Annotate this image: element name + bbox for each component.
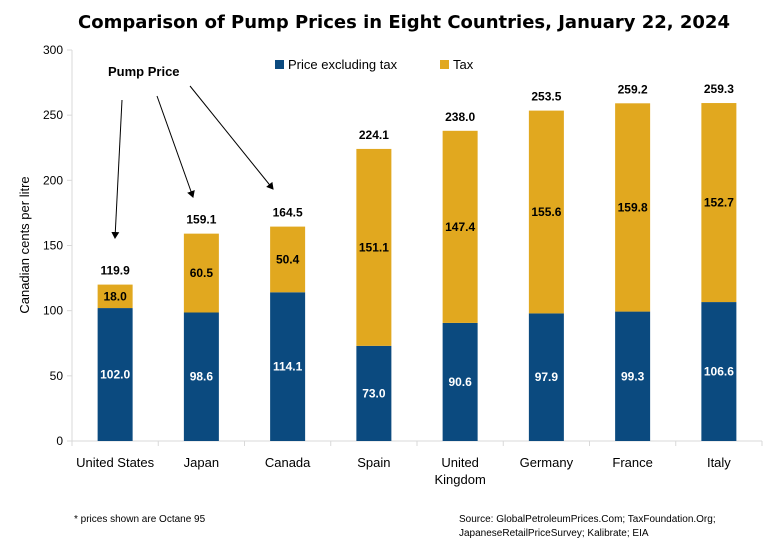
data-label-price-excluding-tax: 106.6 [704, 365, 734, 379]
chart-title: Comparison of Pump Prices in Eight Count… [78, 12, 730, 33]
legend-swatch-price-excluding-tax [275, 60, 284, 69]
bar-tax [356, 148, 392, 346]
bar-tax [270, 226, 306, 293]
data-label-price-excluding-tax: 90.6 [448, 375, 472, 389]
bar-tax [701, 103, 737, 303]
bar-price-excluding-tax [615, 311, 651, 441]
annotation-arrow-japan [156, 95, 195, 198]
y-tick-label: 100 [43, 304, 63, 318]
legend-label-tax: Tax [453, 57, 474, 72]
bar-tax [528, 110, 564, 314]
data-label-tax: 151.1 [359, 240, 389, 254]
footnote-source-line-1: Source: GlobalPetroleumPrices.Com; TaxFo… [459, 514, 716, 525]
data-label-price-excluding-tax: 97.9 [535, 370, 559, 384]
x-tick-label: Japan [184, 455, 219, 470]
bar-price-excluding-tax [97, 308, 133, 441]
bar-price-excluding-tax [528, 313, 564, 441]
footnote-source-line-2: JapaneseRetailPriceSurvey; Kalibrate; EI… [459, 528, 649, 539]
x-tick-label: Italy [707, 455, 731, 470]
footnote-source: Source: GlobalPetroleumPrices.Com; TaxFo… [459, 513, 759, 541]
y-tick-label: 200 [43, 173, 63, 187]
bar-tax [615, 103, 651, 312]
y-tick-label: 250 [43, 108, 63, 122]
data-label-tax: 18.0 [103, 289, 127, 303]
y-tick-label: 50 [50, 369, 64, 383]
data-label-tax: 155.6 [531, 205, 561, 219]
axes: 0 50 100 150 200 250 300 United States Japan Cana… [43, 43, 763, 487]
data-label-total: 164.5 [273, 206, 303, 220]
data-label-tax: 60.5 [190, 266, 214, 280]
data-label-total: 259.2 [618, 82, 648, 96]
data-label-price-excluding-tax: 73.0 [362, 386, 386, 400]
x-tick-label: Kingdom [434, 472, 485, 487]
x-tick-label: Canada [265, 455, 311, 470]
y-tick-label: 300 [43, 43, 63, 57]
bar-price-excluding-tax [270, 292, 306, 441]
data-label-total: 259.3 [704, 82, 734, 96]
legend: Price excluding tax Tax [275, 57, 474, 72]
footnote-octane: * prices shown are Octane 95 [74, 514, 206, 525]
bar-price-excluding-tax [356, 345, 392, 441]
bar-tax [97, 284, 133, 309]
annotation-arrow-united-states [111, 99, 123, 239]
annotation-label: Pump Price [108, 64, 180, 79]
pump-price-annotation: Pump Price [108, 64, 274, 239]
y-axis-label: Canadian cents per litre [17, 176, 32, 313]
data-label-total: 119.9 [100, 264, 130, 278]
x-tick-label: United States [76, 455, 155, 470]
data-label-price-excluding-tax: 99.3 [621, 369, 645, 383]
x-tick-label: France [612, 455, 652, 470]
data-label-price-excluding-tax: 98.6 [190, 370, 214, 384]
x-tick-label: Germany [520, 455, 574, 470]
legend-swatch-tax [440, 60, 449, 69]
data-label-total: 238.0 [445, 110, 475, 124]
annotation-arrow-canada [189, 85, 274, 190]
x-tick-label: United [441, 455, 479, 470]
data-label-tax: 50.4 [276, 252, 300, 266]
bar-price-excluding-tax [442, 322, 478, 441]
y-tick-label: 0 [56, 434, 63, 448]
data-label-total: 253.5 [531, 90, 561, 104]
y-tick-label: 150 [43, 239, 63, 253]
data-label-price-excluding-tax: 102.0 [100, 368, 130, 382]
data-label-total: 159.1 [186, 213, 216, 227]
bar-tax [442, 130, 478, 323]
bar-tax [183, 233, 219, 313]
legend-label-price-excluding-tax: Price excluding tax [288, 57, 398, 72]
data-label-tax: 159.8 [618, 200, 648, 214]
data-label-tax: 152.7 [704, 196, 734, 210]
bar-price-excluding-tax [701, 302, 737, 441]
x-tick-label: Spain [357, 455, 390, 470]
data-label-price-excluding-tax: 114.1 [273, 360, 303, 374]
bars: 102.0 18.0 119.9 98.6 60.5 159.1 114.1 50.4 164.… [97, 82, 737, 441]
data-label-total: 224.1 [359, 128, 389, 142]
bar-price-excluding-tax [183, 312, 219, 441]
data-label-tax: 147.4 [445, 220, 475, 234]
